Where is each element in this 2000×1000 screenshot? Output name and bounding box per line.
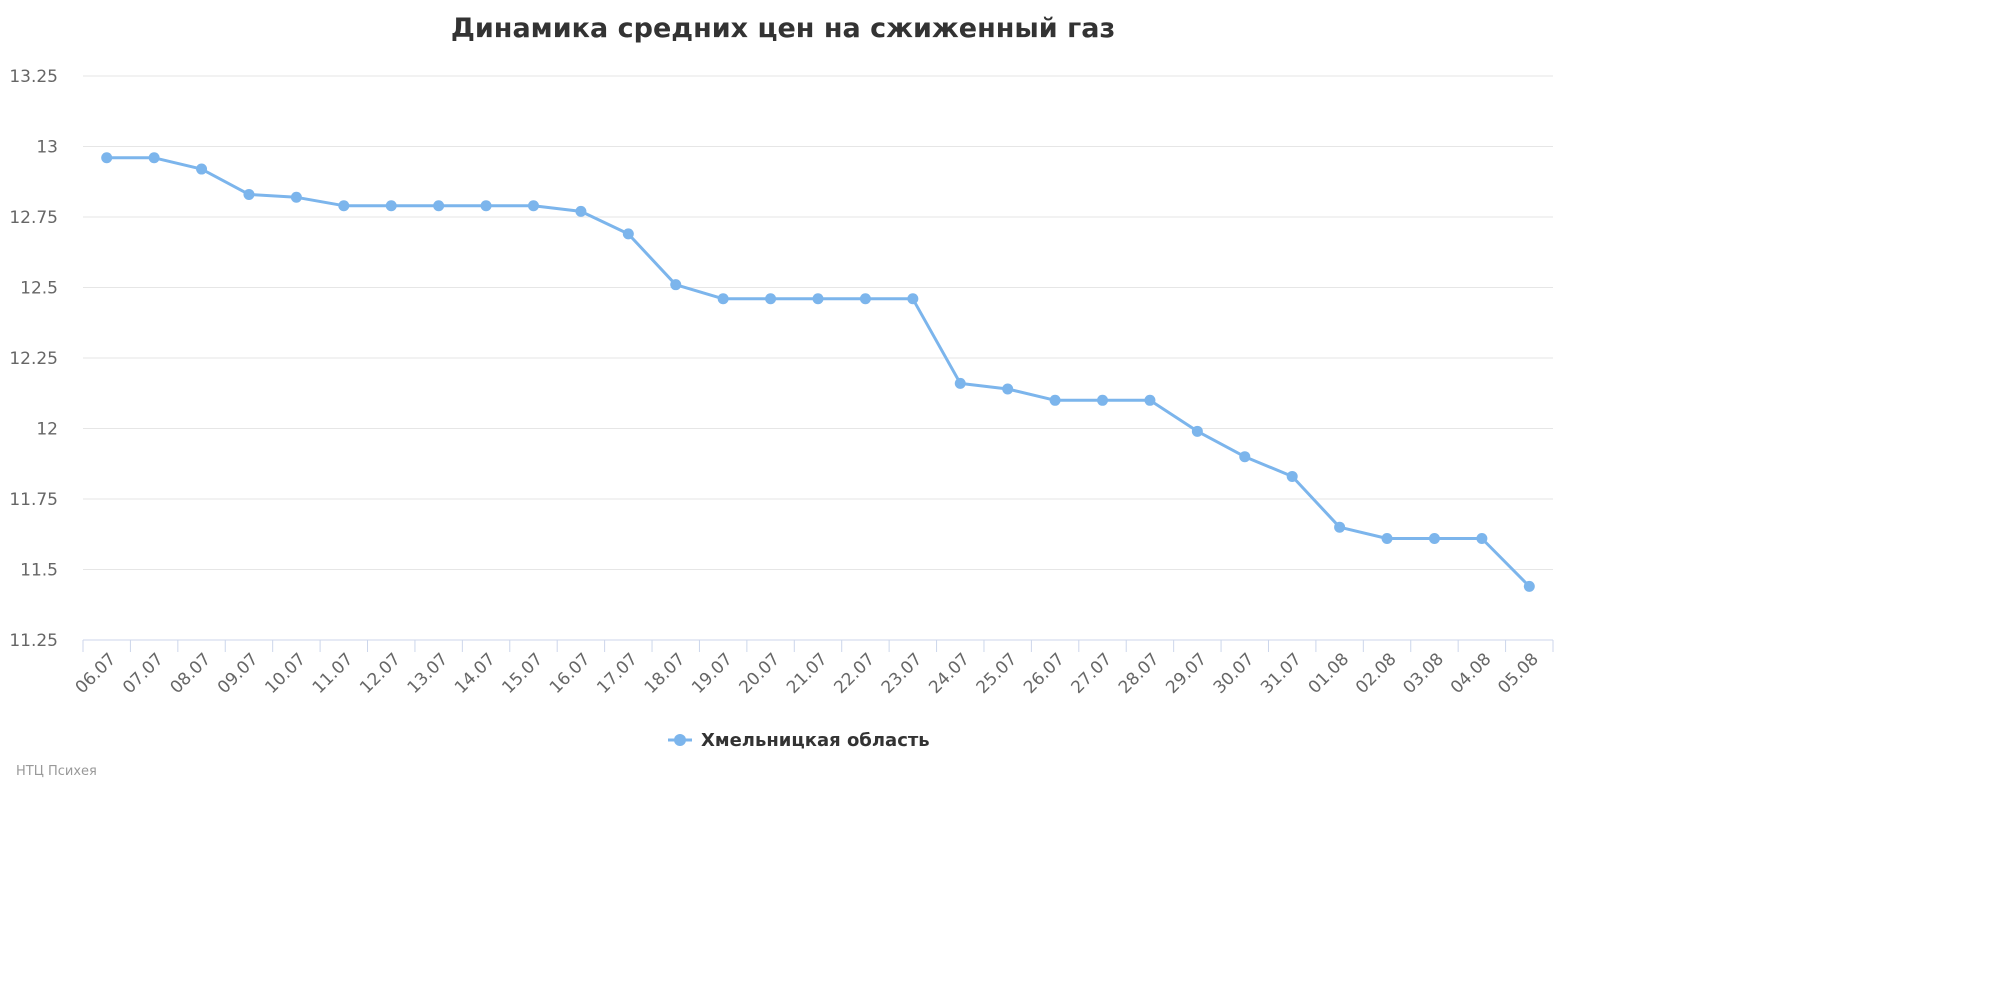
x-axis: 06.0707.0708.0709.0710.0711.0712.0713.07… <box>72 639 1554 698</box>
data-point[interactable] <box>1191 425 1203 437</box>
x-tick-label: 12.07 <box>356 649 405 698</box>
data-point[interactable] <box>954 377 966 389</box>
x-tick-label: 17.07 <box>593 649 642 698</box>
chart-title: Динамика средних цен на сжиженный газ <box>451 13 1115 44</box>
data-point[interactable] <box>765 293 777 305</box>
data-point[interactable] <box>243 188 255 200</box>
x-tick-label: 04.08 <box>1447 649 1496 698</box>
y-tick-label: 11.75 <box>9 490 58 510</box>
data-point[interactable] <box>1286 470 1298 482</box>
x-tick-label: 03.08 <box>1399 649 1448 698</box>
data-point[interactable] <box>575 205 587 217</box>
data-point[interactable] <box>385 200 397 212</box>
x-tick-label: 16.07 <box>546 649 595 698</box>
data-point[interactable] <box>1334 521 1346 533</box>
x-tick-label: 14.07 <box>451 649 500 698</box>
data-point[interactable] <box>433 200 445 212</box>
data-point[interactable] <box>527 200 539 212</box>
chart: Динамика средних цен на сжиженный газ 11… <box>9 13 1554 779</box>
series-layer <box>101 152 1535 592</box>
data-point[interactable] <box>1097 394 1109 406</box>
data-point[interactable] <box>1049 394 1061 406</box>
legend-item-label: Хмельницкая область <box>701 730 930 751</box>
data-point[interactable] <box>717 293 729 305</box>
x-tick-label: 21.07 <box>783 649 832 698</box>
legend[interactable]: Хмельницкая область <box>668 730 930 751</box>
x-tick-label: 02.08 <box>1352 649 1401 698</box>
data-point[interactable] <box>1428 532 1440 544</box>
x-tick-label: 29.07 <box>1162 649 1211 698</box>
x-tick-label: 06.07 <box>72 649 121 698</box>
y-tick-label: 12 <box>36 420 58 440</box>
x-tick-label: 30.07 <box>1210 649 1259 698</box>
data-point[interactable] <box>148 152 160 164</box>
credits: НТЦ Психея <box>16 764 97 779</box>
y-tick-label: 11.5 <box>20 561 58 581</box>
legend-symbol-marker <box>674 734 686 746</box>
data-point[interactable] <box>859 293 871 305</box>
data-point[interactable] <box>907 293 919 305</box>
y-tick-label: 12.75 <box>9 208 58 228</box>
x-tick-label: 28.07 <box>1115 649 1164 698</box>
data-point[interactable] <box>1239 451 1251 463</box>
x-tick-label: 20.07 <box>736 649 785 698</box>
y-tick-label: 11.25 <box>9 631 58 651</box>
data-point[interactable] <box>1381 532 1393 544</box>
grid <box>83 75 1553 570</box>
series-line <box>105 156 1531 588</box>
x-tick-label: 13.07 <box>404 649 453 698</box>
data-point[interactable] <box>196 163 208 175</box>
y-tick-label: 12.25 <box>9 349 58 369</box>
x-tick-label: 18.07 <box>641 649 690 698</box>
x-tick-label: 15.07 <box>498 649 547 698</box>
x-tick-label: 10.07 <box>261 649 310 698</box>
data-point[interactable] <box>670 279 682 291</box>
data-point[interactable] <box>1476 532 1488 544</box>
y-axis: 11.25 11.5 11.75 12 12.25 12.5 12.75 13 13.25 <box>9 67 58 651</box>
x-tick-label: 09.07 <box>214 649 263 698</box>
x-tick-label: 26.07 <box>1020 649 1069 698</box>
x-tick-label: 11.07 <box>309 649 358 698</box>
data-point[interactable] <box>1002 383 1014 395</box>
x-tick-label: 08.07 <box>167 649 216 698</box>
line-chart: Динамика средних цен на сжиженный газ 11… <box>9 13 1554 779</box>
y-tick-label: 12.5 <box>20 279 58 299</box>
x-tick-label: 25.07 <box>973 649 1022 698</box>
data-point[interactable] <box>338 200 350 212</box>
data-point[interactable] <box>480 200 492 212</box>
y-tick-label: 13.25 <box>9 67 58 87</box>
data-point[interactable] <box>290 191 302 203</box>
data-point[interactable] <box>1523 580 1535 592</box>
x-tick-label: 22.07 <box>830 649 879 698</box>
x-tick-label: 01.08 <box>1305 649 1354 698</box>
x-tick-label: 07.07 <box>119 649 168 698</box>
x-tick-label: 19.07 <box>688 649 737 698</box>
data-point[interactable] <box>622 228 634 240</box>
x-tick-label: 24.07 <box>925 649 974 698</box>
data-point[interactable] <box>812 293 824 305</box>
x-tick-label: 05.08 <box>1494 649 1543 698</box>
x-tick-label: 31.07 <box>1257 649 1306 698</box>
data-point[interactable] <box>1144 394 1156 406</box>
y-tick-label: 13 <box>36 138 58 158</box>
data-point[interactable] <box>101 152 113 164</box>
x-tick-label: 27.07 <box>1067 649 1116 698</box>
x-tick-label: 23.07 <box>878 649 927 698</box>
